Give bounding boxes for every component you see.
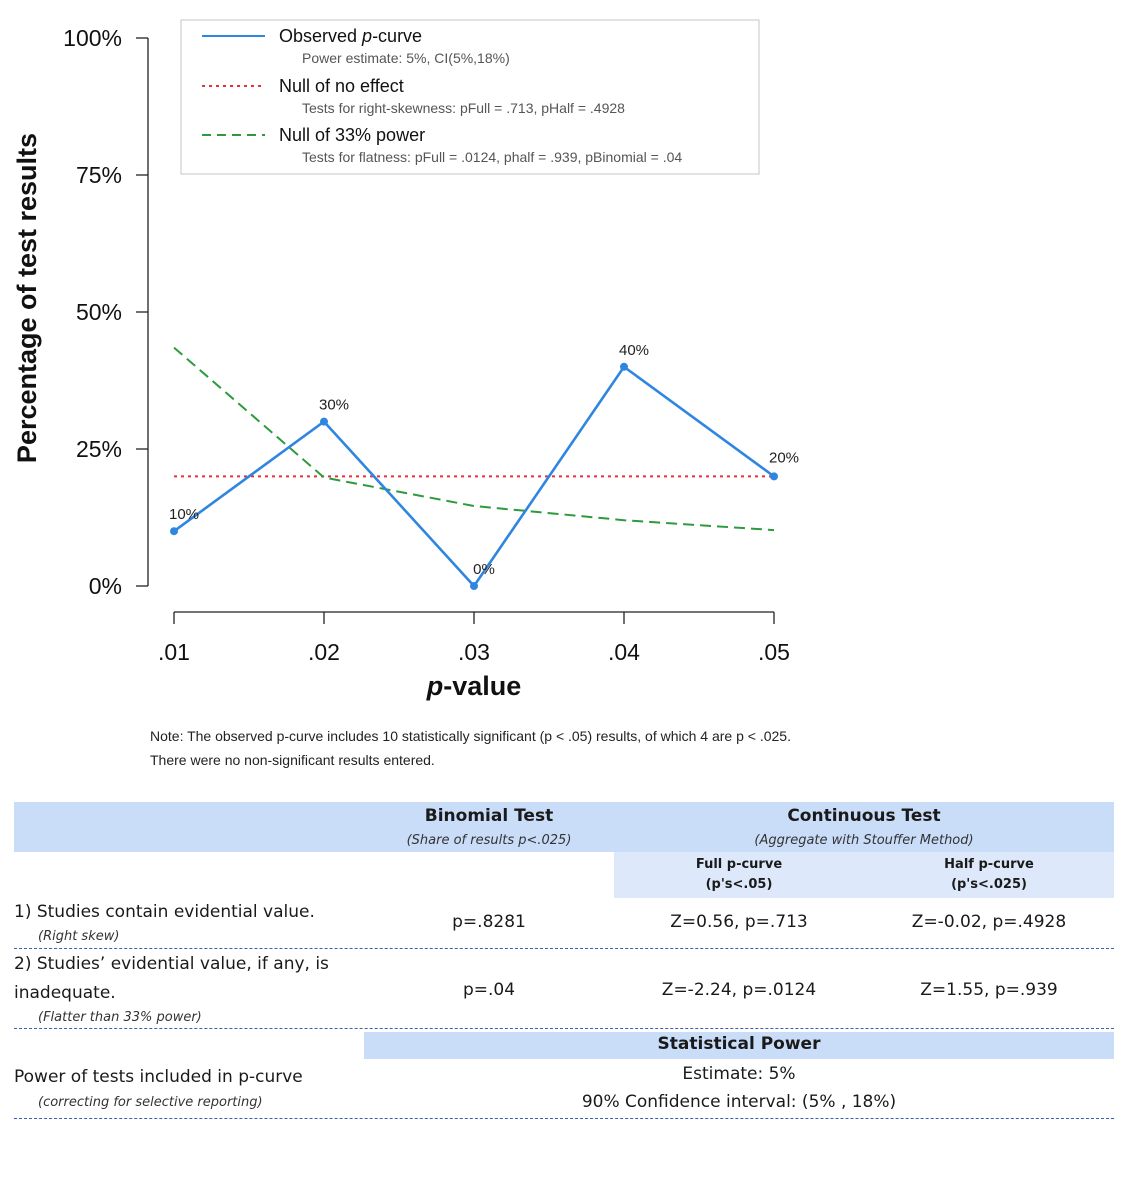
row3-label: Power of tests included in p-curve bbox=[14, 1067, 303, 1087]
power-ci: 90% Confidence interval: (5% , 18%) bbox=[581, 1092, 897, 1112]
x-axis-title-rest: -value bbox=[443, 671, 521, 701]
y-tick-label: 100% bbox=[63, 25, 122, 51]
legend-label-observed-pre: Observed bbox=[279, 26, 362, 46]
x-tick-label: .05 bbox=[758, 639, 790, 665]
row1-half: Z=-0.02, p=.4928 bbox=[911, 912, 1067, 932]
half-pcurve-title: Half p-curve bbox=[944, 857, 1034, 872]
continuous-subtitle: (Aggregate with Stouffer Method) bbox=[754, 833, 974, 848]
row-divider-3 bbox=[14, 1118, 1114, 1119]
legend-label-observed-italic: p bbox=[361, 26, 372, 46]
row2-label-line1: 2) Studies’ evidential value, if any, is bbox=[14, 954, 329, 974]
legend-label-observed-post: -curve bbox=[372, 26, 422, 46]
power-title: Statistical Power bbox=[657, 1034, 821, 1054]
observed-point bbox=[770, 472, 778, 481]
half-pcurve-header: Half p-curve (p's<.025) bbox=[864, 855, 1114, 895]
series-layer bbox=[170, 346, 778, 590]
observed-data-label: 20% bbox=[769, 449, 799, 466]
y-tick-label: 75% bbox=[76, 162, 122, 188]
y-tick-label: 0% bbox=[89, 573, 122, 599]
binomial-title: Binomial Test bbox=[424, 806, 554, 826]
row1-full: Z=0.56, p=.713 bbox=[670, 912, 808, 932]
data-labels: 10% 30% 0% 40% 20% bbox=[169, 342, 799, 578]
legend-label-null-no-effect: Null of no effect bbox=[279, 76, 404, 96]
note-line-2: There were no non-significant results en… bbox=[150, 752, 435, 768]
row3-sublabel: (correcting for selective reporting) bbox=[38, 1095, 263, 1110]
row2-full: Z=-2.24, p=.0124 bbox=[661, 980, 817, 1000]
legend-sub-null-no-effect: Tests for right-skewness: pFull = .713, … bbox=[302, 100, 625, 116]
observed-point bbox=[170, 527, 178, 536]
x-tick-label: .04 bbox=[608, 639, 640, 665]
row1-label: 1) Studies contain evidential value. bbox=[14, 902, 315, 922]
row2-binomial: p=.04 bbox=[462, 980, 516, 1000]
observed-point bbox=[470, 582, 478, 590]
x-tick-label: .01 bbox=[158, 639, 190, 665]
legend-label-observed: Observed p-curve bbox=[279, 26, 422, 46]
legend-label-null-33: Null of 33% power bbox=[279, 125, 425, 145]
full-pcurve-header: Full p-curve (p's<.05) bbox=[614, 855, 864, 895]
binomial-subtitle: (Share of results p<.025) bbox=[406, 833, 572, 848]
legend-box bbox=[180, 19, 760, 175]
continuous-title: Continuous Test bbox=[787, 806, 941, 826]
y-ticks: 0% 25% 50% 75% 100% bbox=[63, 25, 148, 599]
observed-data-label: 0% bbox=[473, 561, 495, 578]
series-line-0 bbox=[173, 364, 775, 589]
row2-half: Z=1.55, p=.939 bbox=[920, 980, 1058, 1000]
y-axis-title: Percentage of test results bbox=[12, 133, 42, 463]
note-line-1: Note: The observed p-curve includes 10 s… bbox=[150, 728, 791, 744]
row-divider-2 bbox=[14, 1028, 1114, 1029]
row2-label-line2: inadequate. bbox=[14, 983, 116, 1003]
full-pcurve-title: Full p-curve bbox=[695, 857, 783, 872]
legend: Observed p-curve Power estimate: 5%, CI(… bbox=[180, 19, 760, 175]
chart-note: Note: The observed p-curve includes 10 s… bbox=[150, 724, 791, 772]
legend-sub-observed: Power estimate: 5%, CI(5%,18%) bbox=[302, 50, 510, 66]
x-tick-label: .02 bbox=[308, 639, 340, 665]
full-pcurve-sub: (p's<.05) bbox=[705, 877, 773, 892]
series-line-2 bbox=[173, 346, 775, 532]
x-ticks: .01 .02 .03 .04 .05 bbox=[158, 612, 790, 665]
table-header-band bbox=[14, 802, 1114, 852]
y-tick-label: 25% bbox=[76, 436, 122, 462]
x-axis-title: p-value bbox=[426, 671, 522, 701]
power-estimate: Estimate: 5% bbox=[682, 1064, 796, 1084]
observed-data-label: 30% bbox=[319, 397, 349, 414]
row1-binomial: p=.8281 bbox=[452, 912, 526, 932]
p-curve-chart: 0% 25% 50% 75% 100% .01 .02 .03 .04 .05 Percenta… bbox=[12, 19, 799, 701]
x-tick-label: .03 bbox=[458, 639, 490, 665]
observed-point bbox=[320, 417, 328, 426]
row1-sublabel: (Right skew) bbox=[38, 929, 120, 944]
x-axis-title-italic: p bbox=[426, 671, 444, 701]
subheader-band bbox=[614, 852, 1114, 898]
half-pcurve-sub: (p's<.025) bbox=[951, 877, 1027, 892]
observed-data-label: 10% bbox=[169, 506, 199, 523]
observed-data-label: 40% bbox=[619, 342, 649, 359]
y-tick-label: 50% bbox=[76, 299, 122, 325]
legend-sub-null-33: Tests for flatness: pFull = .0124, phalf… bbox=[302, 149, 682, 165]
row2-sublabel: (Flatter than 33% power) bbox=[38, 1010, 202, 1025]
observed-point bbox=[620, 362, 628, 371]
power-header-band bbox=[364, 1032, 1114, 1059]
row-divider-1 bbox=[14, 948, 1114, 949]
